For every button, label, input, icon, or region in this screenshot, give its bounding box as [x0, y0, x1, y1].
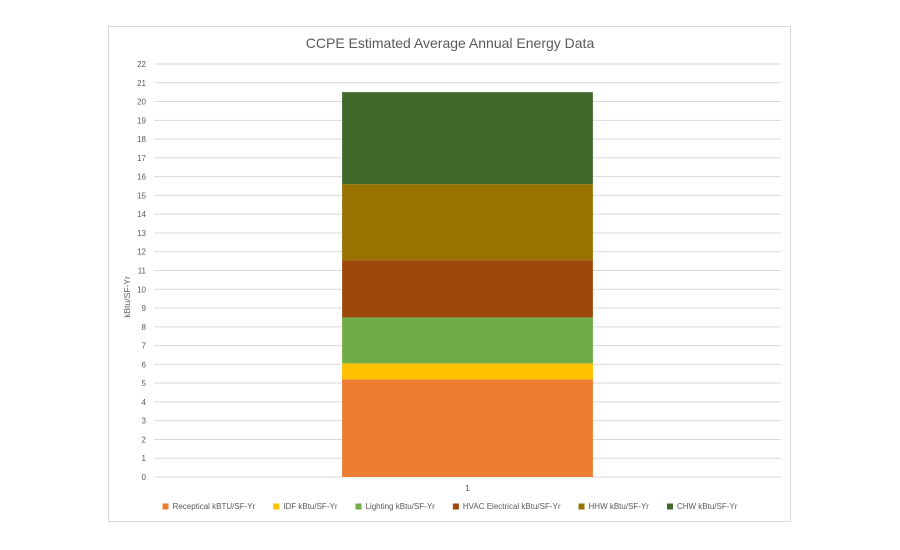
y-tick-label: 0 [142, 473, 147, 482]
bar-segment-hvac-electrical-kbtu-sf-yr [342, 260, 593, 318]
legend-label: Lighting kBtu/SF-Yr [365, 502, 435, 511]
x-tick-labels: 1 [465, 484, 470, 493]
y-tick-label: 19 [137, 116, 146, 125]
y-tick-label: 20 [137, 98, 146, 107]
y-tick-label: 6 [142, 360, 147, 369]
y-tick-label: 1 [142, 454, 147, 463]
legend-swatch [162, 503, 169, 510]
y-tick-label: 8 [142, 323, 147, 332]
legend-item: IDF kBtu/SF-Yr [273, 502, 338, 511]
y-tick-label: 21 [137, 79, 146, 88]
bar-segment-hhw-kbtu-sf-yr [342, 184, 593, 261]
legend-swatch [355, 503, 362, 510]
legend-swatch [452, 503, 459, 510]
y-tick-label: 7 [142, 342, 147, 351]
legend-swatch [578, 503, 585, 510]
y-tick-label: 13 [137, 229, 146, 238]
legend: Receptical kBTU/SF-Yr IDF kBtu/SF-Yr Light… [162, 502, 738, 511]
y-tick-label: 18 [137, 135, 146, 144]
y-axis-label: kBtu/SF-Yr [122, 276, 132, 318]
bar-segment-receptical-kbtu-sf-yr [342, 379, 593, 477]
bar-segment-chw-kbtu-sf-yr [342, 92, 593, 185]
x-tick-label: 1 [465, 484, 470, 493]
y-tick-label: 11 [138, 267, 147, 276]
y-tick-label: 5 [142, 379, 147, 388]
stacked-bar [342, 92, 593, 477]
legend-swatch [666, 503, 673, 510]
bar-segment-lighting-kbtu-sf-yr [342, 317, 593, 364]
chart-svg: CCPE Estimated Average Annual Energy Dat… [122, 35, 781, 511]
y-tick-label: 15 [137, 191, 146, 200]
legend-swatch [273, 503, 280, 510]
legend-item: CHW kBtu/SF-Yr [666, 502, 738, 511]
legend-label: IDF kBtu/SF-Yr [283, 502, 338, 511]
legend-label: HHW kBtu/SF-Yr [589, 502, 650, 511]
y-tick-label: 4 [142, 398, 147, 407]
legend-item: HHW kBtu/SF-Yr [578, 502, 650, 511]
y-tick-label: 17 [137, 154, 146, 163]
y-tick-label: 22 [137, 60, 146, 69]
legend-item: Receptical kBTU/SF-Yr [162, 502, 256, 511]
y-tick-label: 10 [137, 285, 146, 294]
y-tick-label: 9 [142, 304, 147, 313]
legend-label: CHW kBtu/SF-Yr [677, 502, 738, 511]
legend-item: HVAC Electrical kBtu/SF-Yr [452, 502, 561, 511]
chart-frame: CCPE Estimated Average Annual Energy Dat… [108, 26, 791, 522]
chart-title: CCPE Estimated Average Annual Energy Dat… [306, 35, 595, 51]
legend-label: HVAC Electrical kBtu/SF-Yr [463, 502, 561, 511]
y-tick-label: 12 [137, 248, 146, 257]
y-tick-label: 16 [137, 173, 146, 182]
legend-label: Receptical kBTU/SF-Yr [173, 502, 256, 511]
y-tick-label: 2 [142, 435, 147, 444]
legend-item: Lighting kBtu/SF-Yr [355, 502, 435, 511]
y-tick-label: 3 [142, 417, 147, 426]
y-tick-label: 14 [137, 210, 146, 219]
bar-segment-idf-kbtu-sf-yr [342, 363, 593, 380]
